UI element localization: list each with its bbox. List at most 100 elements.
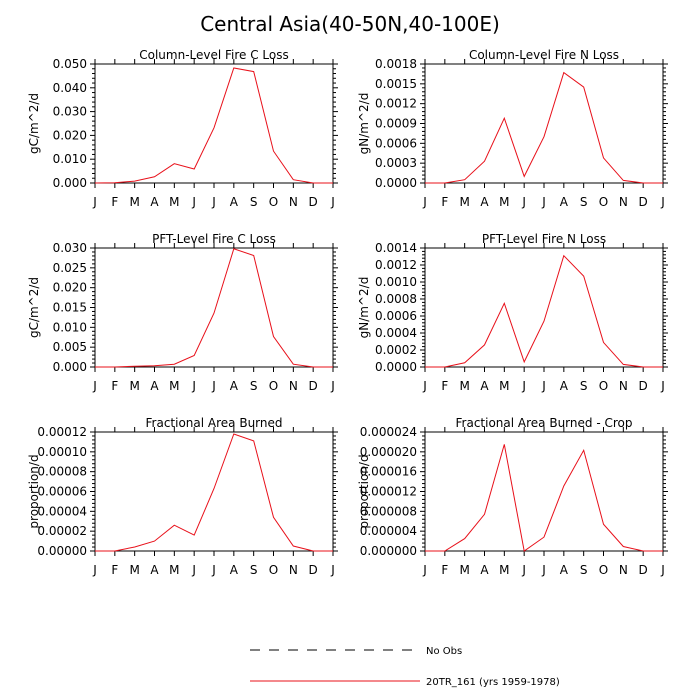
- y-tick-label: 0.000020: [360, 445, 417, 459]
- x-tick-label: M: [129, 195, 139, 209]
- x-tick-label: J: [191, 563, 196, 577]
- x-tick-label: D: [639, 563, 648, 577]
- x-tick-label: M: [129, 563, 139, 577]
- x-tick-label: A: [150, 195, 159, 209]
- x-tick-label: D: [309, 379, 318, 393]
- x-tick-label: M: [499, 379, 509, 393]
- x-tick-label: J: [330, 563, 335, 577]
- x-tick-label: J: [211, 379, 216, 393]
- x-tick-label: J: [541, 195, 546, 209]
- y-axis-label: proportion/d: [27, 454, 41, 528]
- panel-title: Fractional Area Burned: [146, 416, 283, 430]
- y-tick-label: 0.0000: [375, 360, 417, 374]
- chart-panel-6: Fractional Area Burned - Crop 0.000000 0.0…: [357, 416, 668, 577]
- panel-title: PFT-Level Fire C Loss: [152, 232, 276, 246]
- x-tick-label: N: [289, 195, 298, 209]
- y-tick-label: 0.020: [53, 281, 87, 295]
- x-tick-label: F: [441, 379, 448, 393]
- y-tick-label: 0.000: [53, 176, 87, 190]
- y-tick-label: 0.00006: [37, 485, 87, 499]
- x-tick-label: J: [521, 563, 526, 577]
- chart-panel-3: PFT-Level Fire C Loss 0.000 0.005 0.010 0.01…: [27, 232, 338, 393]
- x-tick-label: F: [111, 379, 118, 393]
- y-tick-label: 0.010: [53, 320, 87, 334]
- x-tick-label: M: [169, 195, 179, 209]
- y-tick-label: 0.00012: [37, 425, 87, 439]
- panel-title: Column-Level Fire N Loss: [469, 48, 619, 62]
- x-tick-label: A: [560, 379, 569, 393]
- y-tick-label: 0.0018: [375, 57, 417, 71]
- y-axis-label: gN/m^2/d: [357, 93, 371, 155]
- x-tick-label: M: [459, 195, 469, 209]
- y-tick-label: 0.0010: [375, 275, 417, 289]
- legend-label: 20TR_161 (yrs 1959-1978): [426, 677, 560, 688]
- x-tick-label: J: [92, 379, 97, 393]
- chart-panel-2: Column-Level Fire N Loss 0.0000 0.0003 0.00…: [357, 48, 668, 209]
- x-tick-label: M: [459, 563, 469, 577]
- x-tick-label: A: [230, 379, 239, 393]
- figure-title: Central Asia(40-50N,40-100E): [200, 12, 500, 36]
- y-tick-label: 0.0002: [375, 343, 417, 357]
- x-tick-label: A: [560, 563, 569, 577]
- x-tick-label: A: [150, 563, 159, 577]
- y-axis-label: proportion/d: [357, 454, 371, 528]
- x-tick-label: J: [92, 563, 97, 577]
- y-tick-label: 0.000: [53, 360, 87, 374]
- x-tick-label: J: [211, 195, 216, 209]
- x-tick-label: J: [541, 379, 546, 393]
- x-tick-label: O: [599, 563, 608, 577]
- x-tick-label: A: [150, 379, 159, 393]
- chart-panel-5: Fractional Area Burned 0.00000 0.00002 0.00…: [27, 416, 338, 577]
- x-tick-label: M: [169, 563, 179, 577]
- x-tick-label: S: [580, 379, 588, 393]
- y-tick-label: 0.0009: [375, 117, 417, 131]
- x-tick-label: M: [169, 379, 179, 393]
- x-tick-label: A: [230, 195, 239, 209]
- y-axis-label: gC/m^2/d: [27, 93, 41, 154]
- x-tick-label: N: [619, 379, 628, 393]
- x-tick-label: D: [309, 563, 318, 577]
- y-tick-label: 0.000016: [360, 465, 417, 479]
- x-tick-label: M: [459, 379, 469, 393]
- y-tick-label: 0.00004: [37, 504, 87, 518]
- y-tick-label: 0.000024: [360, 425, 417, 439]
- x-tick-label: J: [422, 563, 427, 577]
- y-tick-label: 0.010: [53, 152, 87, 166]
- x-tick-label: S: [580, 563, 588, 577]
- x-tick-label: A: [230, 563, 239, 577]
- x-tick-label: F: [441, 563, 448, 577]
- panel-title: Column-Level Fire C Loss: [139, 48, 289, 62]
- x-tick-label: S: [250, 379, 258, 393]
- y-tick-label: 0.030: [53, 105, 87, 119]
- x-tick-label: J: [92, 195, 97, 209]
- x-tick-label: A: [480, 563, 489, 577]
- legend-label: No Obs: [426, 646, 462, 657]
- y-tick-label: 0.050: [53, 57, 87, 71]
- x-tick-label: J: [521, 379, 526, 393]
- y-tick-label: 0.000012: [360, 485, 417, 499]
- x-tick-label: J: [191, 379, 196, 393]
- y-tick-label: 0.00000: [37, 544, 87, 558]
- x-tick-label: J: [330, 195, 335, 209]
- x-tick-label: A: [560, 195, 569, 209]
- x-tick-label: F: [111, 195, 118, 209]
- series-line: [425, 71, 663, 184]
- x-tick-label: J: [541, 563, 546, 577]
- x-tick-label: N: [289, 563, 298, 577]
- series-line: [95, 433, 333, 552]
- x-tick-label: O: [599, 379, 608, 393]
- series-line: [95, 248, 333, 368]
- x-tick-label: S: [250, 563, 258, 577]
- x-tick-label: M: [129, 379, 139, 393]
- x-tick-label: J: [422, 195, 427, 209]
- x-tick-label: A: [480, 195, 489, 209]
- y-tick-label: 0.0012: [375, 97, 417, 111]
- y-tick-label: 0.000000: [360, 544, 417, 558]
- x-tick-label: O: [269, 195, 278, 209]
- y-tick-label: 0.025: [53, 261, 87, 275]
- x-tick-label: N: [619, 195, 628, 209]
- y-axis-label: gC/m^2/d: [27, 277, 41, 338]
- x-tick-label: J: [660, 563, 665, 577]
- x-tick-label: J: [191, 195, 196, 209]
